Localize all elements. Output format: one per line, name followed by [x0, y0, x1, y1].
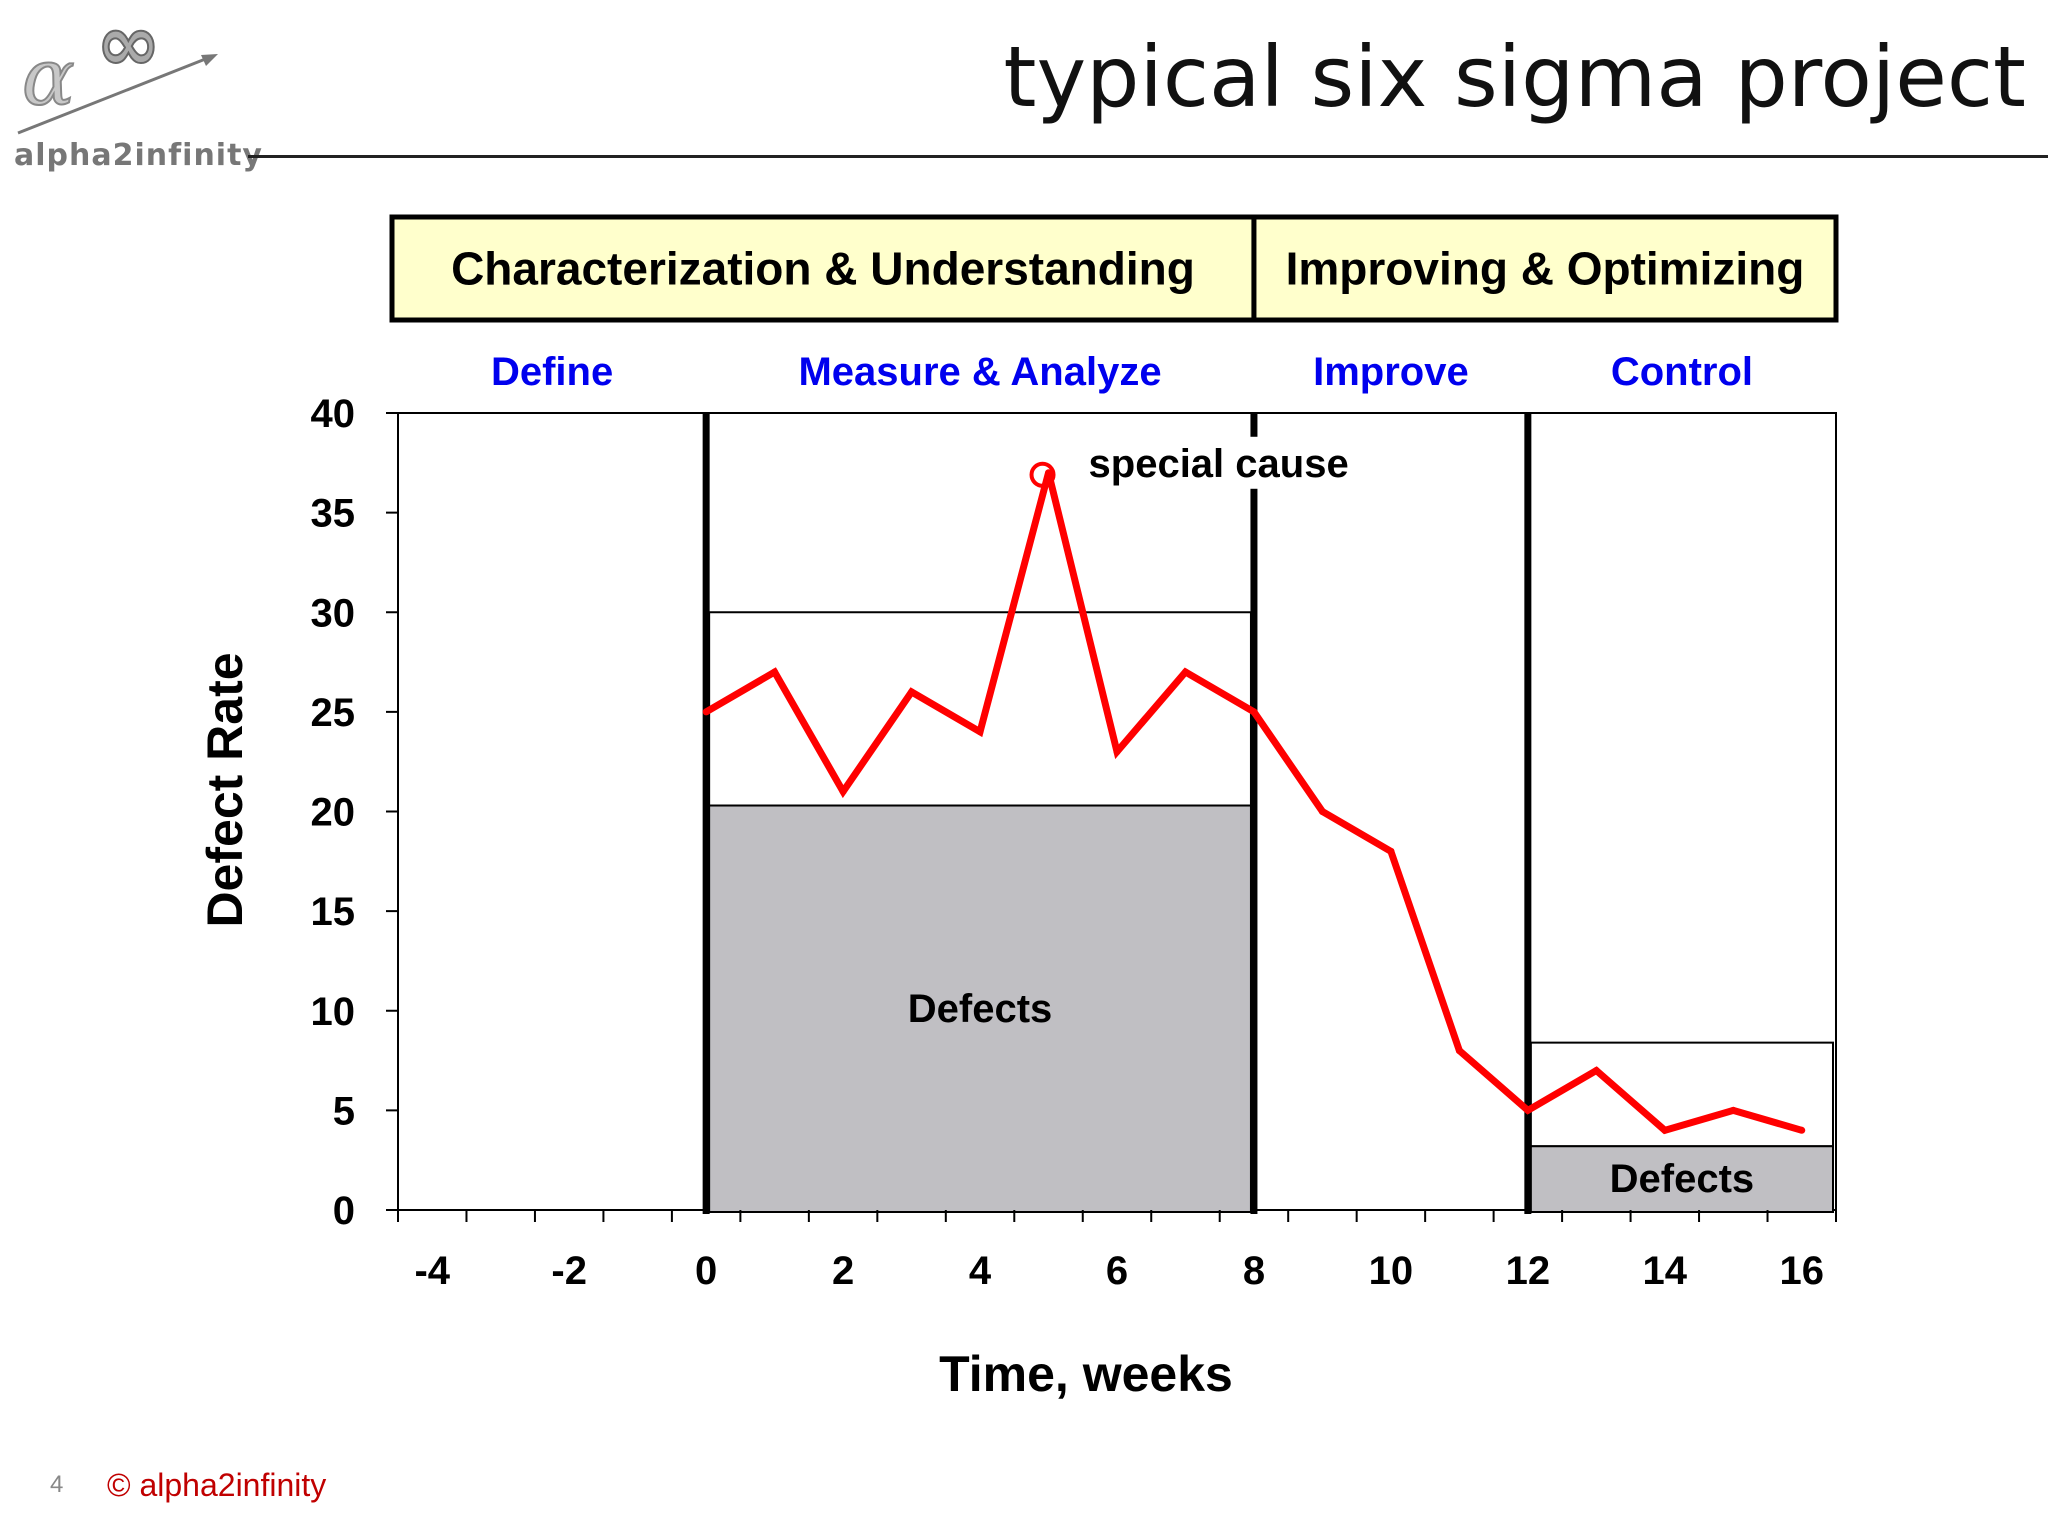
x-tick-label: -2 [551, 1249, 587, 1293]
y-tick-label: 25 [311, 691, 356, 735]
defects-area [708, 804, 1252, 1214]
y-axis-title: Defect Rate [197, 652, 253, 927]
y-tick-label: 20 [311, 791, 356, 835]
growth-arrow-icon [17, 54, 214, 135]
phase-label: Measure & Analyze [798, 350, 1161, 394]
y-tick-label: 30 [311, 591, 356, 635]
data-point [1455, 1047, 1463, 1055]
y-tick-label: 5 [333, 1089, 355, 1133]
defects-label: Defects [908, 987, 1053, 1031]
data-point [1592, 1067, 1600, 1075]
data-point [1318, 808, 1326, 815]
alpha2infinity-logo: α ∞ [17, 8, 218, 135]
data-point [1524, 1106, 1532, 1114]
defects-label: Defects [1610, 1157, 1755, 1201]
phase-label: Control [1611, 350, 1753, 394]
title-divider [248, 155, 2048, 158]
data-point [1250, 708, 1258, 716]
phase-label: Define [491, 350, 613, 394]
phase-label: Improve [1313, 350, 1469, 394]
copyright-notice: © alpha2infinity [107, 1467, 327, 1503]
data-point [1181, 668, 1189, 676]
y-tick-label: 10 [311, 990, 356, 1034]
infinity-symbol-icon: ∞ [96, 8, 161, 89]
data-point [976, 728, 984, 736]
logo-text: alpha2infinity [14, 138, 263, 173]
phase-group-box [389, 214, 1257, 323]
x-tick-label: 10 [1369, 1249, 1414, 1293]
arrow-head-icon [201, 54, 218, 66]
x-tick-label: 16 [1780, 1249, 1825, 1293]
annotation-label: special cause [1089, 442, 1349, 486]
control-limit-band [708, 611, 1252, 807]
data-point [1045, 469, 1053, 477]
data-point [839, 788, 847, 796]
data-point [1729, 1106, 1737, 1114]
phase-group-label: Improving & Optimizing [1286, 243, 1805, 295]
x-axis-title: Time, weeks [939, 1346, 1233, 1402]
phase-group-label: Characterization & Understanding [451, 243, 1195, 295]
data-point [1798, 1126, 1806, 1134]
y-tick-label: 35 [311, 492, 356, 536]
data-point [1661, 1126, 1669, 1134]
control-limit-band [1529, 1041, 1835, 1148]
y-tick-label: 0 [333, 1189, 355, 1233]
x-tick-label: 4 [969, 1249, 992, 1293]
alpha-symbol-icon: α [22, 33, 75, 123]
x-tick-label: 0 [695, 1249, 717, 1293]
x-tick-label: 14 [1643, 1249, 1688, 1293]
y-tick-label: 40 [311, 392, 356, 436]
data-point [771, 668, 779, 676]
y-tick-label: 15 [311, 890, 356, 934]
x-tick-label: -4 [414, 1249, 450, 1293]
slide-number: 4 [50, 1471, 64, 1498]
x-tick-label: 12 [1506, 1249, 1551, 1293]
annotation-background [1076, 436, 1327, 489]
x-tick-label: 2 [832, 1249, 854, 1293]
x-tick-label: 6 [1106, 1249, 1128, 1293]
data-point [1387, 847, 1395, 855]
special-cause-marker [1029, 461, 1056, 488]
data-point [702, 708, 710, 716]
data-point [1113, 748, 1121, 756]
data-point [908, 688, 916, 696]
phase-group-box [1251, 214, 1839, 323]
slide-title: typical six sigma project [1003, 28, 2026, 126]
defects-area [1529, 1145, 1835, 1213]
x-tick-label: 8 [1243, 1249, 1265, 1293]
